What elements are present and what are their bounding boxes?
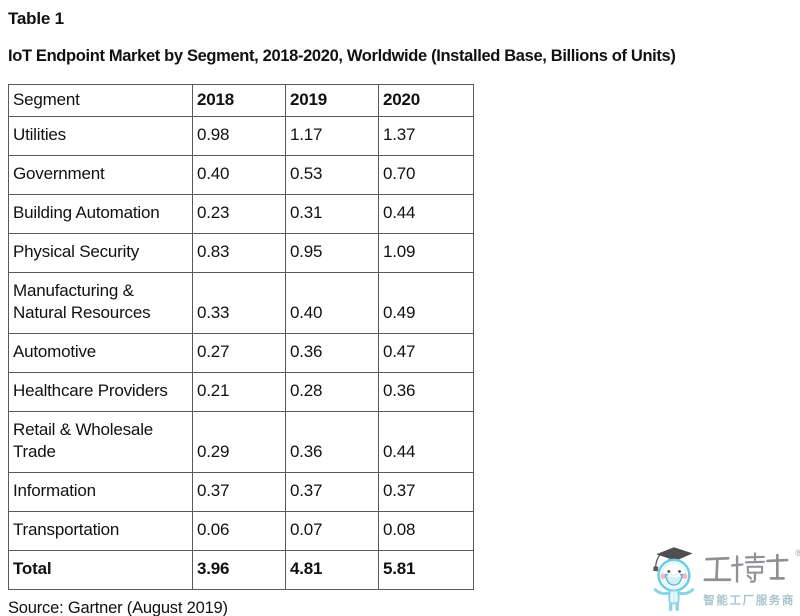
value-cell: 0.37 xyxy=(378,472,474,512)
graduate-mascot-icon xyxy=(653,547,695,612)
value-cell: 0.47 xyxy=(378,333,474,373)
brand-name-calligraphy xyxy=(703,552,789,583)
segment-cell: Utilities xyxy=(8,116,193,156)
value-cell: 0.36 xyxy=(378,372,474,412)
column-header-2019: 2019 xyxy=(285,84,379,117)
value-cell: 0.83 xyxy=(192,233,286,273)
value-cell: 0.23 xyxy=(192,194,286,234)
column-header-2020: 2020 xyxy=(378,84,474,117)
segment-cell: Physical Security xyxy=(8,233,193,273)
value-cell: 5.81 xyxy=(378,550,474,590)
value-cell: 1.09 xyxy=(378,233,474,273)
table-body: Utilities 0.98 1.17 1.37 Government 0.40 0.53 0… xyxy=(8,116,474,590)
value-cell: 0.95 xyxy=(285,233,379,273)
segment-cell: Information xyxy=(8,472,193,512)
value-cell: 0.28 xyxy=(285,372,379,412)
value-cell: 1.17 xyxy=(285,116,379,156)
value-cell: 0.36 xyxy=(285,411,379,473)
watermark-tagline: 智能工厂服务商 xyxy=(703,595,795,607)
value-cell: 0.29 xyxy=(192,411,286,473)
segment-cell: Automotive xyxy=(8,333,193,373)
value-cell: 0.21 xyxy=(192,372,286,412)
table-row: Information 0.37 0.37 0.37 xyxy=(8,472,474,512)
value-cell: 0.06 xyxy=(192,511,286,551)
value-cell: 0.37 xyxy=(192,472,286,512)
column-header-segment: Segment xyxy=(8,84,193,117)
table-row: Physical Security 0.83 0.95 1.09 xyxy=(8,233,474,273)
value-cell: 0.98 xyxy=(192,116,286,156)
segment-cell: Total xyxy=(8,550,193,590)
table-row: Building Automation 0.23 0.31 0.44 xyxy=(8,194,474,234)
value-cell: 0.49 xyxy=(378,272,474,334)
table-row: Transportation 0.06 0.07 0.08 xyxy=(8,511,474,551)
table-header: Segment 2018 2019 2020 xyxy=(8,84,474,117)
table-row: Automotive 0.27 0.36 0.47 xyxy=(8,333,474,373)
value-cell: 0.53 xyxy=(285,155,379,195)
value-cell: 0.27 xyxy=(192,333,286,373)
registered-trademark-icon: ® xyxy=(795,548,800,558)
column-header-2018: 2018 xyxy=(192,84,286,117)
table-row: Retail & Wholesale Trade 0.29 0.36 0.44 xyxy=(8,411,474,473)
value-cell: 0.07 xyxy=(285,511,379,551)
table-header-row: Segment 2018 2019 2020 xyxy=(8,84,474,117)
value-cell: 4.81 xyxy=(285,550,379,590)
source-note: Source: Gartner (August 2019) xyxy=(8,599,228,616)
segment-cell: Manufacturing & Natural Resources xyxy=(8,272,193,334)
table-label: Table 1 xyxy=(8,9,64,28)
value-cell: 0.31 xyxy=(285,194,379,234)
segment-cell: Government xyxy=(8,155,193,195)
value-cell: 0.33 xyxy=(192,272,286,334)
value-cell: 0.44 xyxy=(378,194,474,234)
value-cell: 1.37 xyxy=(378,116,474,156)
segment-cell: Healthcare Providers xyxy=(8,372,193,412)
segment-cell: Transportation xyxy=(8,511,193,551)
value-cell: 0.44 xyxy=(378,411,474,473)
page-title: IoT Endpoint Market by Segment, 2018-202… xyxy=(8,47,676,65)
value-cell: 0.37 xyxy=(285,472,379,512)
value-cell: 0.40 xyxy=(192,155,286,195)
watermark-text-block: ® 智能工厂服务商 xyxy=(703,548,800,608)
segment-cell: Building Automation xyxy=(8,194,193,234)
value-cell: 3.96 xyxy=(192,550,286,590)
table-row: Manufacturing & Natural Resources 0.33 0.4… xyxy=(8,272,474,334)
table-row-total: Total 3.96 4.81 5.81 xyxy=(8,550,474,590)
value-cell: 0.40 xyxy=(285,272,379,334)
table-row: Utilities 0.98 1.17 1.37 xyxy=(8,116,474,156)
iot-market-table: Segment 2018 2019 2020 Utilities 0.98 1.17… xyxy=(8,84,474,590)
segment-cell: Retail & Wholesale Trade xyxy=(8,411,193,473)
table-row: Government 0.40 0.53 0.70 xyxy=(8,155,474,195)
value-cell: 0.08 xyxy=(378,511,474,551)
brand-watermark: ® 智能工厂服务商 xyxy=(645,546,800,612)
value-cell: 0.36 xyxy=(285,333,379,373)
value-cell: 0.70 xyxy=(378,155,474,195)
table-row: Healthcare Providers 0.21 0.28 0.36 xyxy=(8,372,474,412)
